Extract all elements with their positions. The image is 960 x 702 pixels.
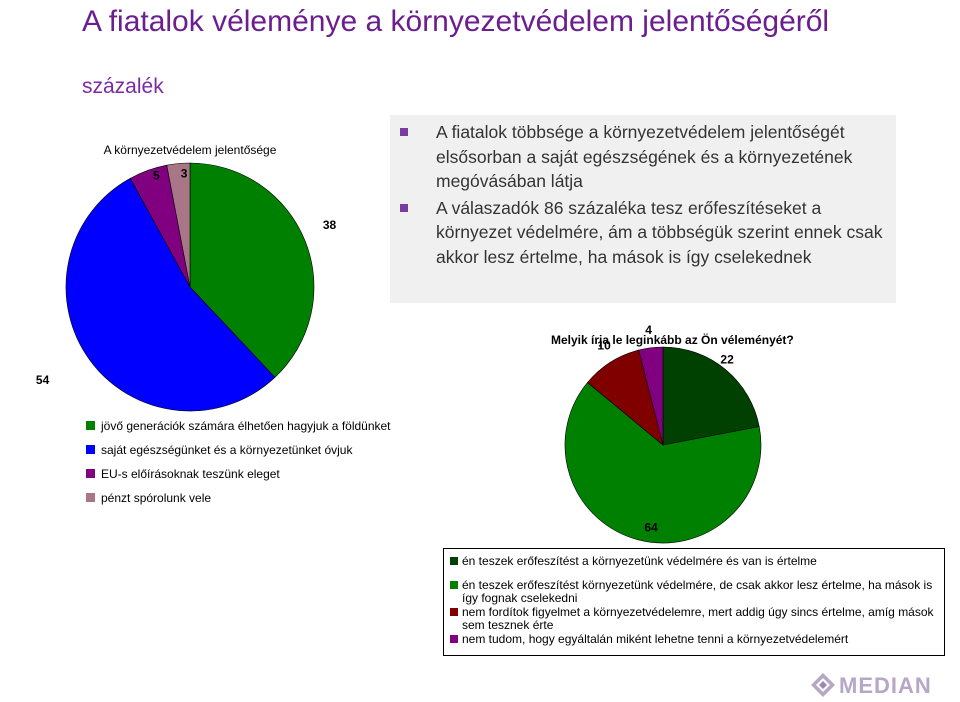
legend-swatch bbox=[86, 421, 95, 430]
legend-label: jövő generációk számára élhetően hagyjuk… bbox=[101, 419, 391, 433]
median-logo-icon bbox=[811, 673, 835, 697]
pie-data-label: 5 bbox=[153, 168, 160, 182]
pie-slice bbox=[166, 162, 191, 288]
pie-data-label: 22 bbox=[720, 352, 734, 366]
legend-item: nem fordítok figyelmet a környezetvédele… bbox=[450, 606, 936, 632]
bullet-square-icon bbox=[400, 203, 408, 212]
legend-item: saját egészségünket és a környezetünket … bbox=[86, 442, 391, 466]
bullet-item: A válaszadók 86 százaléka tesz erőfeszít… bbox=[400, 196, 884, 270]
legend-swatch bbox=[450, 557, 458, 565]
legend-swatch bbox=[450, 581, 458, 589]
legend-label: nem fordítok figyelmet a környezetvédele… bbox=[462, 605, 934, 632]
pie-slice bbox=[189, 162, 315, 378]
legend-swatch bbox=[450, 608, 458, 616]
pie-data-label: 10 bbox=[597, 338, 611, 352]
chart2-title: Melyik írja le leginkább az Ön véleményé… bbox=[551, 333, 794, 347]
pie-data-label: 54 bbox=[36, 373, 50, 387]
legend-item: én teszek erőfeszítést a környezetünk vé… bbox=[450, 555, 936, 568]
legend-label: pénzt spórolunk vele bbox=[101, 491, 212, 505]
legend-importance: jövő generációk számára élhetően hagyjuk… bbox=[86, 418, 391, 514]
legend-label: nem tudom, hogy egyáltalán miként lehetn… bbox=[462, 632, 849, 646]
legend-label: én teszek erőfeszítést a környezetünk vé… bbox=[462, 554, 817, 568]
legend-label: EU-s előírásoknak teszünk eleget bbox=[101, 467, 280, 481]
pie-slice bbox=[564, 382, 762, 544]
legend-swatch bbox=[86, 445, 95, 454]
bullet-item: A fiatalok többsége a környezetvédelem j… bbox=[400, 120, 884, 194]
median-logo-text: MEDIAN bbox=[839, 673, 932, 698]
pie-slice bbox=[638, 346, 664, 446]
pie-slice bbox=[662, 346, 760, 446]
legend-label: én teszek erőfeszítést környezetünk véde… bbox=[462, 578, 933, 605]
legend-swatch bbox=[86, 493, 95, 502]
legend-label: saját egészségünket és a környezetünket … bbox=[101, 443, 353, 457]
bullet-square-icon bbox=[400, 128, 408, 136]
bullet-box: A fiatalok többsége a környezetvédelem j… bbox=[390, 115, 896, 303]
pie-data-label: 4 bbox=[645, 323, 652, 337]
legend-item: pénzt spórolunk vele bbox=[86, 490, 391, 514]
pie-data-label: 38 bbox=[323, 218, 337, 232]
legend-item: EU-s előírásoknak teszünk eleget bbox=[86, 466, 391, 490]
bullet-text: A fiatalok többsége a környezetvédelem j… bbox=[436, 122, 853, 191]
page-subtitle: százalék bbox=[82, 75, 164, 98]
bullet-text: A válaszadók 86 százaléka tesz erőfeszít… bbox=[436, 197, 883, 267]
pie-slice bbox=[65, 177, 276, 412]
legend-swatch bbox=[450, 635, 458, 643]
legend-item: jövő generációk számára élhetően hagyjuk… bbox=[86, 418, 391, 442]
legend-item: én teszek erőfeszítést környezetünk véde… bbox=[450, 579, 936, 605]
legend-swatch bbox=[86, 469, 95, 478]
legend-item: nem tudom, hogy egyáltalán miként lehetn… bbox=[450, 633, 936, 646]
pie-data-label: 64 bbox=[644, 521, 658, 535]
chart1-title: A környezetvédelem jelentősége bbox=[103, 143, 277, 157]
legend-opinion: én teszek erőfeszítést a környezetünk vé… bbox=[443, 548, 945, 656]
pie-data-label: 3 bbox=[181, 167, 188, 181]
page-title: A fiatalok véleménye a környezetvédelem … bbox=[82, 5, 830, 38]
